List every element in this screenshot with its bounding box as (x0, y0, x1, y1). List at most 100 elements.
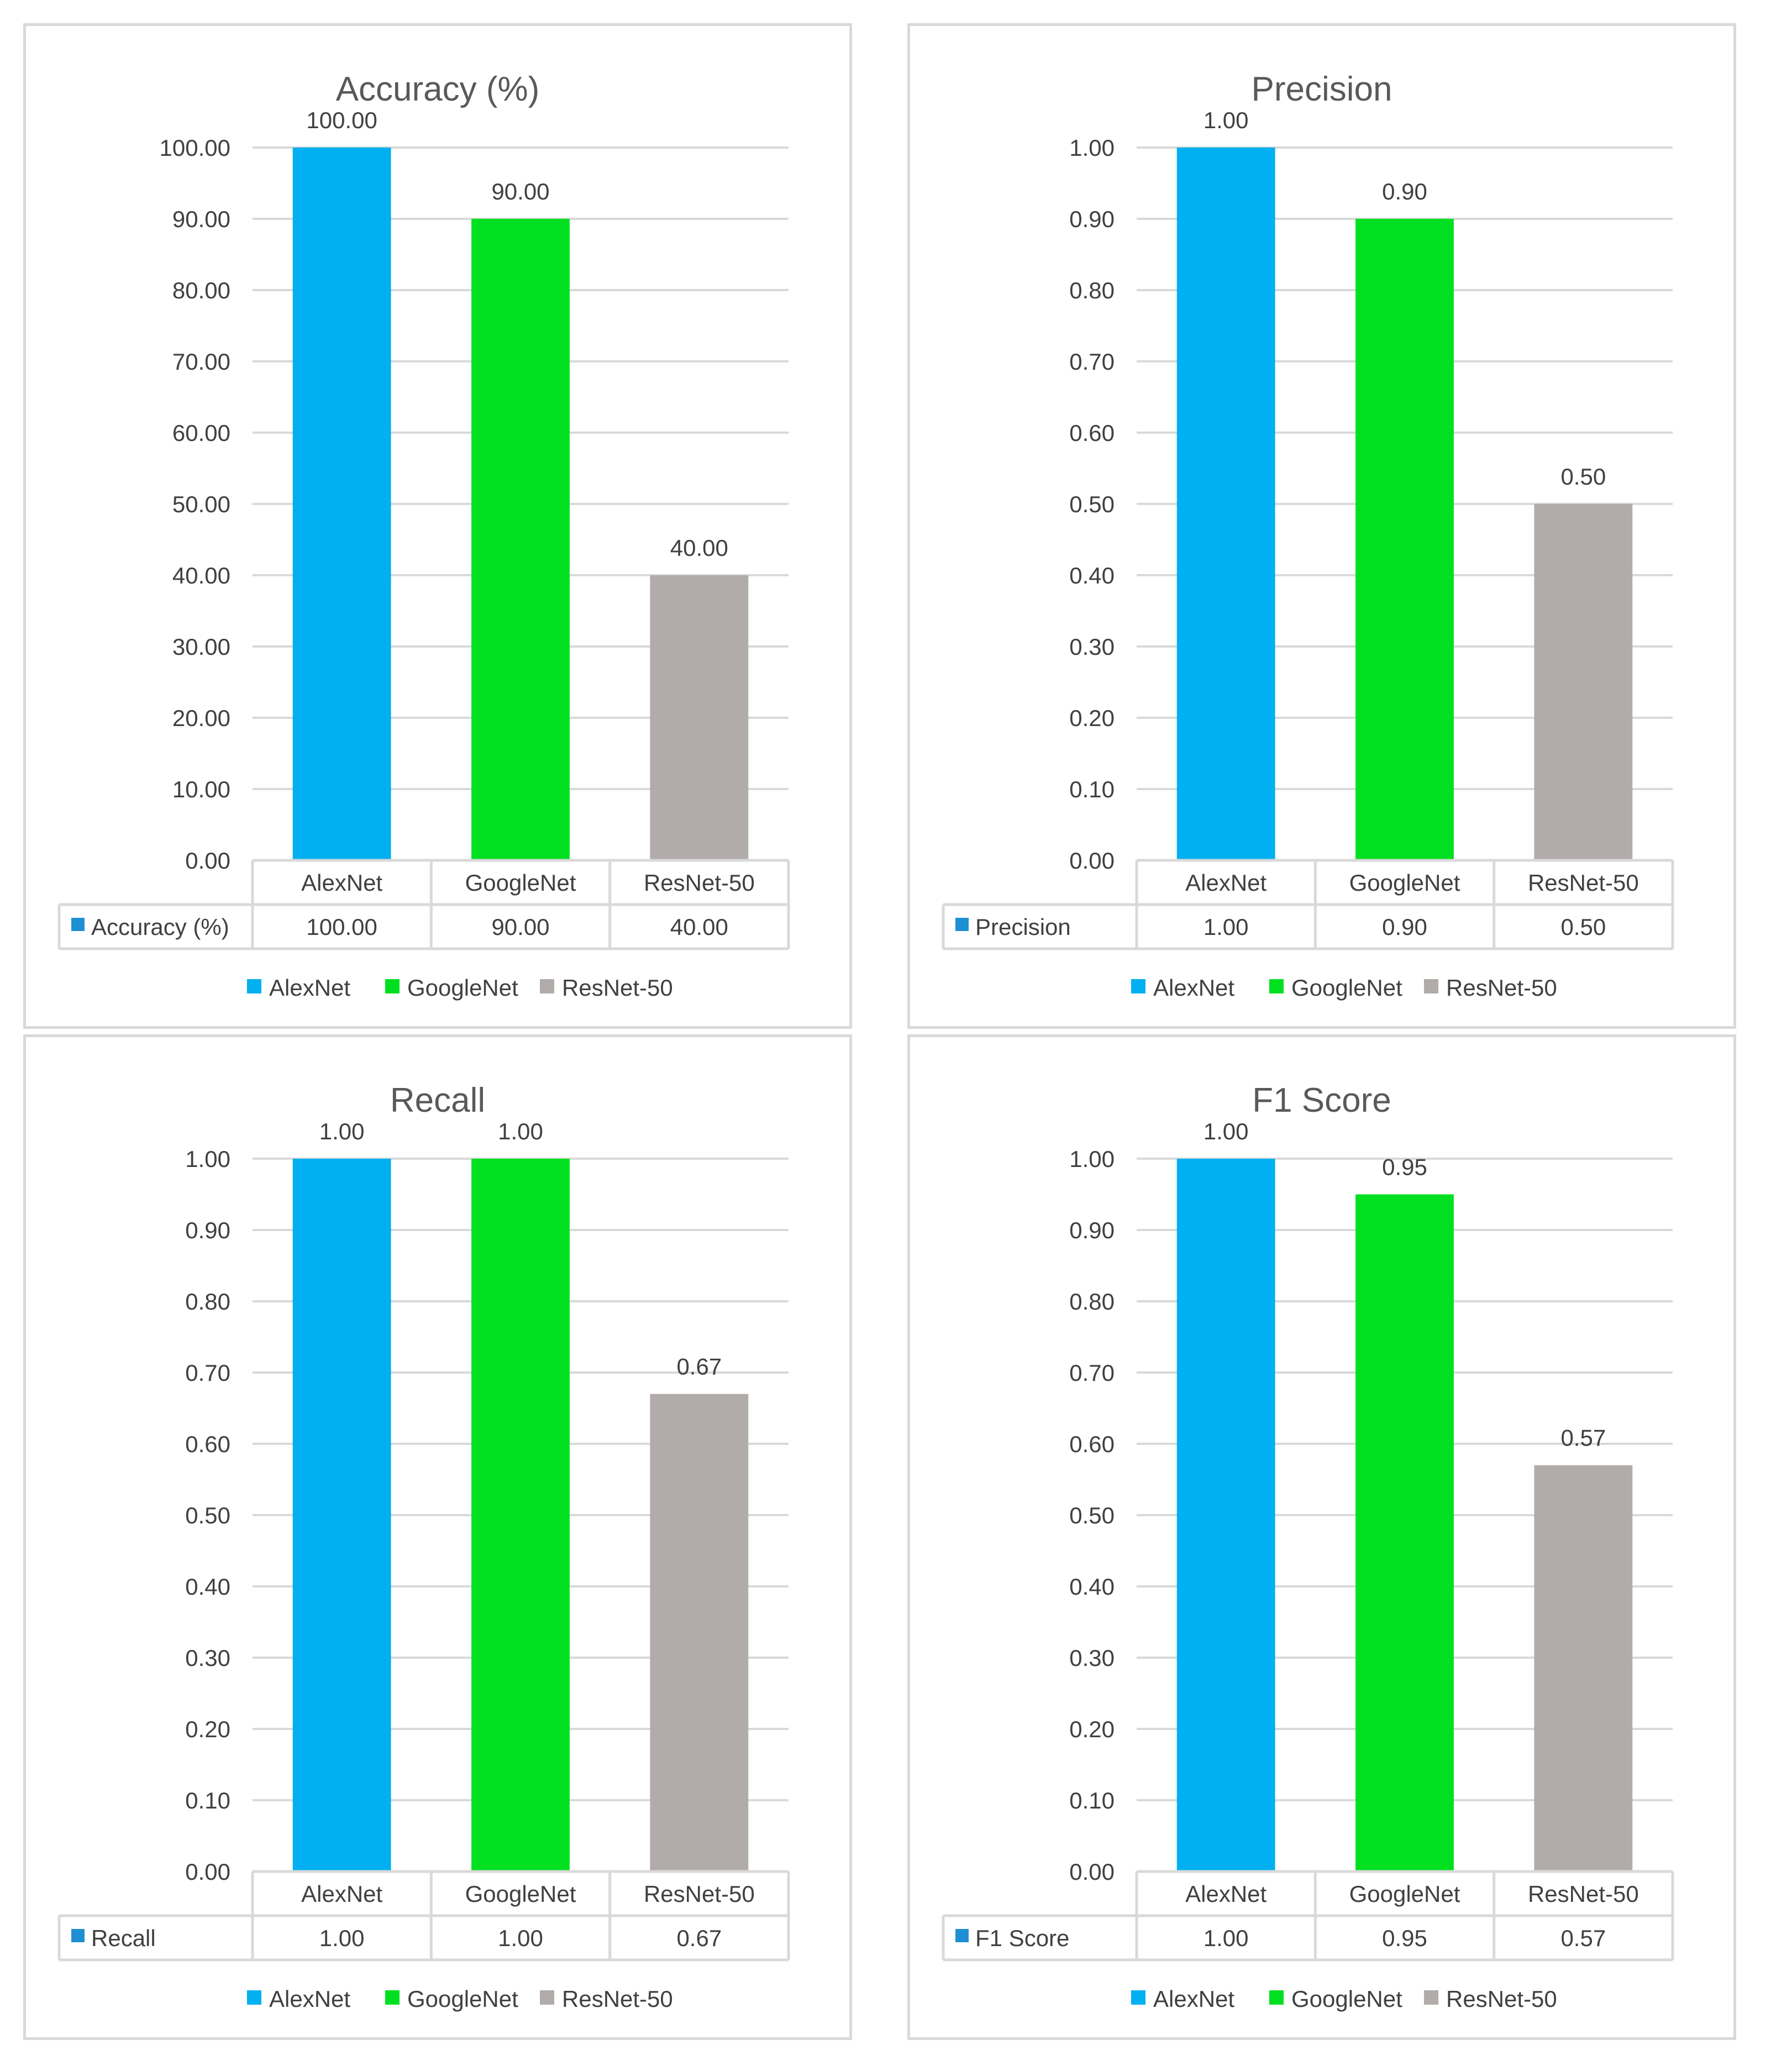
bar-alexnet (1176, 1159, 1275, 1871)
legend-swatch (247, 1990, 261, 2005)
category-label: ResNet-50 (1528, 870, 1639, 896)
category-label: GoogleNet (465, 870, 576, 896)
y-tick-label: 0.20 (185, 1716, 230, 1742)
category-label: AlexNet (1185, 870, 1267, 896)
legend-label: AlexNet (1153, 1986, 1234, 2012)
y-tick-label: 90.00 (172, 206, 230, 232)
y-tick-label: 0.10 (1069, 776, 1115, 802)
table-series-name: Precision (975, 914, 1071, 940)
data-label: 1.00 (1204, 1118, 1249, 1144)
legend-label: AlexNet (1153, 975, 1234, 1001)
y-tick-label: 0.00 (1069, 1859, 1115, 1885)
legend-swatch (1269, 1990, 1284, 2005)
legend-swatch (540, 1990, 554, 2005)
y-tick-label: 0.40 (1069, 1574, 1115, 1600)
y-tick-label: 0.80 (1069, 277, 1115, 303)
legend-label: GoogleNet (1291, 975, 1402, 1001)
y-tick-label: 0.00 (185, 848, 230, 874)
y-tick-label: 0.30 (1069, 634, 1115, 660)
recall-chart: Recall 0.00 0.10 0.20 0.30 0.40 0.50 0.60 0.70 0.… (57, 1081, 790, 2012)
legend-swatch (385, 979, 400, 993)
table-value: 1.00 (319, 1925, 365, 1951)
data-label: 90.00 (491, 178, 549, 204)
y-tick-label: 40.00 (172, 562, 230, 588)
legend-label: ResNet-50 (562, 1986, 673, 2012)
table-value: 0.90 (1382, 914, 1427, 940)
table-value: 1.00 (1204, 1925, 1249, 1951)
y-tick-label: 0.30 (185, 1645, 230, 1671)
chart-title: Precision (1252, 70, 1392, 108)
legend-swatch (1131, 979, 1145, 993)
data-label: 1.00 (1204, 107, 1249, 133)
data-label: 100.00 (306, 107, 377, 133)
bar-googlenet (471, 1159, 570, 1871)
y-tick-label: 0.40 (185, 1574, 230, 1600)
bar-alexnet (292, 1159, 391, 1871)
y-tick-label: 0.60 (185, 1431, 230, 1457)
y-tick-label: 0.20 (1069, 705, 1115, 731)
legend-label: ResNet-50 (562, 975, 673, 1001)
chart-panel-f1: F1 Score 0.00 0.10 0.20 0.30 0.40 0.50 0.60 0.70… (907, 1034, 1736, 2040)
data-label: 0.67 (676, 1354, 722, 1380)
bar-googlenet (1355, 1194, 1454, 1871)
table-value: 0.67 (676, 1925, 722, 1951)
bar-googlenet (471, 219, 570, 860)
data-label: 1.00 (498, 1118, 543, 1144)
legend-swatch (385, 1990, 400, 2005)
y-tick-label: 0.10 (185, 1788, 230, 1813)
table-value: 0.57 (1560, 1925, 1606, 1951)
precision-chart: Precision 0.00 0.10 0.20 0.30 0.40 0.50 0.60 0.7… (942, 70, 1674, 1001)
y-tick-label: 0.20 (1069, 1716, 1115, 1742)
category-label: ResNet-50 (644, 870, 755, 896)
chart-panel-recall: Recall 0.00 0.10 0.20 0.30 0.40 0.50 0.60 0.70 0.… (23, 1034, 852, 2040)
legend-label: AlexNet (269, 975, 350, 1001)
table-value: 0.95 (1382, 1925, 1427, 1951)
legend-label: ResNet-50 (1446, 1986, 1557, 2012)
y-tick-label: 80.00 (172, 277, 230, 303)
y-tick-label: 0.90 (1069, 206, 1115, 232)
y-tick-label: 1.00 (185, 1146, 230, 1172)
table-value: 1.00 (498, 1925, 543, 1951)
category-label: GoogleNet (465, 1881, 576, 1907)
table-value: 100.00 (306, 914, 377, 940)
legend-label: GoogleNet (407, 1986, 518, 2012)
y-tick-label: 0.70 (1069, 349, 1115, 375)
category-label: AlexNet (301, 1881, 382, 1907)
table-series-name: F1 Score (975, 1925, 1069, 1951)
y-tick-label: 0.60 (1069, 420, 1115, 446)
legend-label: ResNet-50 (1446, 975, 1557, 1001)
legend-label: GoogleNet (407, 975, 518, 1001)
chart-title: Recall (390, 1081, 485, 1119)
y-tick-label: 30.00 (172, 634, 230, 660)
table-value: 40.00 (670, 914, 728, 940)
y-tick-label: 0.80 (185, 1289, 230, 1315)
data-label: 0.95 (1382, 1154, 1427, 1180)
bar-googlenet (1355, 219, 1454, 860)
bar-resnet-50 (650, 1394, 749, 1871)
data-label: 1.00 (319, 1118, 365, 1144)
legend-swatch (1424, 979, 1438, 993)
y-tick-label: 0.70 (185, 1360, 230, 1386)
table-legend-key (955, 918, 969, 931)
y-tick-label: 0.50 (1069, 491, 1115, 517)
chart-title: F1 Score (1252, 1081, 1391, 1119)
y-tick-label: 0.00 (185, 1859, 230, 1885)
y-tick-label: 0.00 (1069, 848, 1115, 874)
y-tick-label: 0.70 (1069, 1360, 1115, 1386)
bar-resnet-50 (1534, 1465, 1633, 1871)
y-tick-label: 0.50 (185, 1502, 230, 1528)
legend-swatch (247, 979, 261, 993)
y-tick-label: 1.00 (1069, 135, 1115, 161)
y-tick-label: 0.40 (1069, 562, 1115, 588)
y-tick-label: 10.00 (172, 776, 230, 802)
category-label: GoogleNet (1349, 1881, 1460, 1907)
category-label: ResNet-50 (644, 1881, 755, 1907)
y-tick-label: 70.00 (172, 349, 230, 375)
table-value: 1.00 (1204, 914, 1249, 940)
f1-score-chart: F1 Score 0.00 0.10 0.20 0.30 0.40 0.50 0.60 0.70… (942, 1081, 1674, 2012)
legend-swatch (1269, 979, 1284, 993)
data-label: 0.50 (1560, 464, 1606, 490)
y-tick-label: 0.10 (1069, 1788, 1115, 1813)
table-legend-key (71, 918, 85, 931)
y-tick-label: 20.00 (172, 705, 230, 731)
